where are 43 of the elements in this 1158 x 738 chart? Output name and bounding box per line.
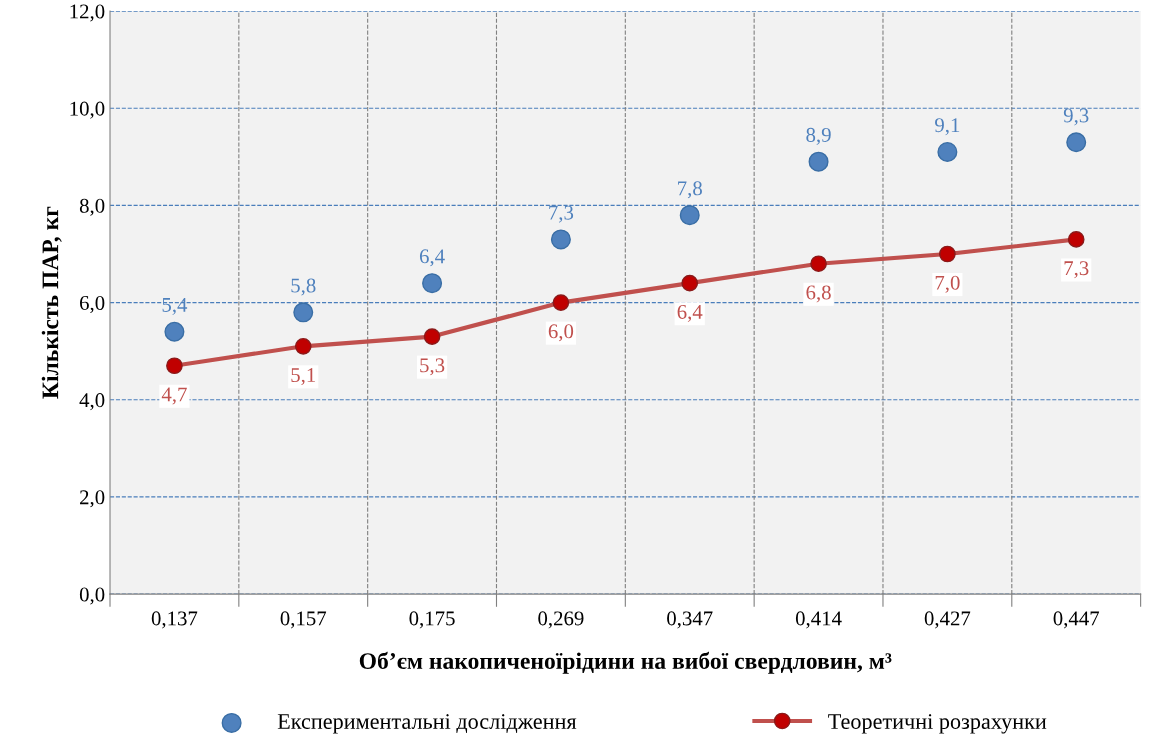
x-axis-title: Об’єм накопиченоїрідини на вибої свердловин, м³ <box>359 651 892 674</box>
y-tick-label: 10,0 <box>70 101 105 119</box>
data-label: 6,8 <box>806 285 831 303</box>
data-label: 4,7 <box>161 387 187 405</box>
point <box>550 229 571 250</box>
data-label: 5,4 <box>162 298 188 315</box>
data-label: 6,4 <box>677 304 703 322</box>
data-label: 8,9 <box>806 127 831 145</box>
data-label: 9,3 <box>1063 108 1089 126</box>
data-label: 7,0 <box>935 275 960 293</box>
x-tick-label: 0,414 <box>795 611 842 629</box>
data-label: 7,3 <box>1064 261 1089 279</box>
data-label: 5,3 <box>420 358 445 376</box>
y-tick-label: 8,0 <box>79 198 105 216</box>
x-tick-label: 0,175 <box>409 611 455 629</box>
y-tick-label: 12,0 <box>70 4 105 22</box>
y-tick-label: 2,0 <box>80 490 105 508</box>
y-tick-label: 0,0 <box>79 587 105 605</box>
x-tick-label: 0,157 <box>280 611 327 629</box>
data-label: 7,3 <box>549 205 574 223</box>
data-label: 9,1 <box>935 118 960 136</box>
data-label: 7,8 <box>678 181 702 199</box>
point <box>293 302 314 323</box>
x-tick-label: 0,447 <box>1053 611 1100 629</box>
point <box>937 141 958 162</box>
legend-label: Теоретичні розрахунки <box>828 714 1047 734</box>
data-label: 5,8 <box>291 278 316 296</box>
x-tick-label: 0,137 <box>151 611 198 629</box>
x-tick-label: 0,269 <box>538 611 584 629</box>
data-label: 6,0 <box>548 324 574 342</box>
data-label: 6,4 <box>419 249 445 267</box>
y-tick-label: 6,0 <box>80 295 105 314</box>
point <box>422 273 443 294</box>
point <box>1066 132 1087 153</box>
point <box>164 321 185 342</box>
y-tick-label: 4,0 <box>79 393 105 411</box>
x-tick-label: 0,347 <box>667 611 713 629</box>
y-axis-title: Кількість ПАР, кг <box>41 206 62 399</box>
point <box>808 151 829 172</box>
data-label: 5,1 <box>291 368 316 386</box>
point <box>679 205 700 226</box>
x-tick-label: 0,427 <box>924 611 971 629</box>
legend-label: Експериментальні дослідження <box>277 714 577 734</box>
